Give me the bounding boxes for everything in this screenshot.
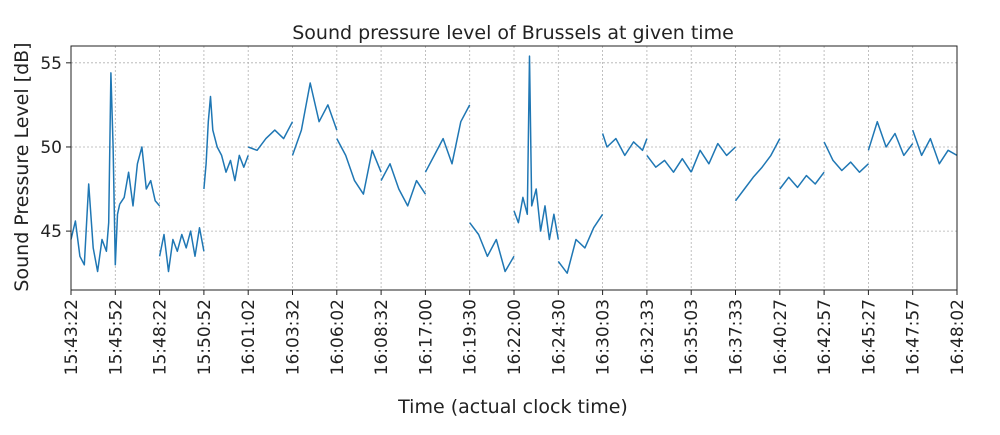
series-line-segment-4	[203, 95, 249, 190]
y-axis: 45 50 55	[40, 54, 71, 242]
series-line-segment-15	[690, 142, 737, 173]
x-tick-label: 15:45:52	[106, 299, 126, 375]
x-tick-label: 16:30:03	[594, 299, 614, 375]
x-tick-label: 16:40:27	[771, 299, 791, 375]
x-tick-label: 16:06:02	[328, 299, 348, 375]
series-line-segment-7	[336, 138, 382, 195]
series-line-segment-14	[646, 154, 692, 173]
series-line-segment-16	[734, 138, 781, 202]
x-tick-label: 15:48:22	[151, 299, 171, 375]
x-tick-label: 16:19:30	[461, 299, 481, 375]
series-line-segment-6	[291, 82, 338, 156]
x-tick-label: 16:17:00	[416, 299, 436, 375]
series-lines	[70, 55, 958, 274]
x-tick-label: 16:42:57	[815, 299, 835, 375]
series-line-segment-10	[469, 222, 515, 273]
series-line-segment-11	[513, 55, 560, 241]
series-line-segment-1	[70, 72, 121, 273]
x-tick-label: 16:22:00	[505, 299, 525, 375]
series-line-segment-9	[424, 104, 471, 173]
x-axis: 15:43:22 15:45:52 15:48:22 15:50:52 16:01:02…	[62, 290, 968, 375]
series-line-segment-5	[247, 121, 294, 152]
x-tick-label: 16:03:32	[284, 299, 304, 375]
x-tick-label: 16:35:03	[682, 299, 702, 375]
x-tick-label: 16:45:27	[859, 299, 879, 375]
series-line-segment-20	[911, 129, 958, 165]
x-tick-label: 15:43:22	[62, 299, 82, 375]
series-line-segment-12	[557, 213, 604, 274]
series-line-segment-13	[601, 133, 648, 157]
x-tick-label: 16:32:33	[638, 299, 658, 375]
x-tick-label: 15:50:52	[195, 299, 215, 375]
x-tick-label: 16:08:32	[372, 299, 392, 375]
x-tick-label: 16:24:30	[549, 299, 569, 375]
chart-title: Sound pressure level of Brussels at give…	[292, 22, 734, 44]
series-line-segment-8	[380, 163, 427, 207]
series-line-segment-3	[158, 226, 205, 273]
series-line-segment-2	[119, 146, 161, 207]
x-tick-label: 16:47:57	[904, 299, 924, 375]
series-line-segment-17	[779, 171, 825, 190]
series-line-segment-19	[867, 120, 914, 157]
x-tick-label: 16:37:33	[727, 299, 747, 375]
x-tick-label: 16:48:02	[948, 299, 968, 375]
x-tick-label: 16:01:02	[239, 299, 259, 375]
x-axis-title: Time (actual clock time)	[397, 396, 628, 418]
y-tick-label: 50	[40, 138, 62, 158]
series-line-segment-18	[823, 141, 869, 173]
y-tick-label: 55	[40, 54, 62, 74]
y-axis-title: Sound Pressure Level [dB]	[11, 42, 33, 291]
y-tick-label: 45	[40, 222, 62, 242]
grid	[70, 46, 958, 290]
